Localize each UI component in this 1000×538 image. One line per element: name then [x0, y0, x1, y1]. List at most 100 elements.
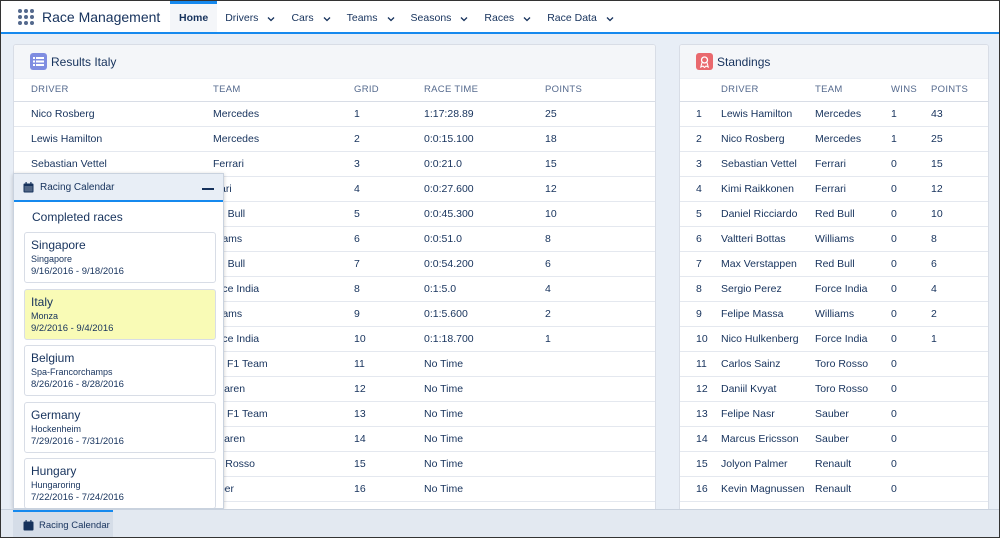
nav-tab-label: Races: [484, 12, 515, 24]
race-card[interactable]: Belgium Spa-Francorchamps 8/26/2016 - 8/28…: [24, 345, 216, 396]
results-cell: illiams: [213, 301, 354, 327]
results-cell: No Time: [424, 426, 545, 452]
results-cell: 16: [354, 476, 424, 502]
nav-tab-home[interactable]: Home: [170, 1, 218, 32]
race-name: Hungary: [31, 464, 77, 478]
standings-cell: Carlos Sainz: [721, 351, 815, 377]
results-cell: 2: [545, 301, 655, 327]
table-row[interactable]: Lewis Hamilton Mercedes 2 0:0:15.100 18: [14, 126, 655, 152]
results-cell: 18: [545, 126, 655, 152]
results-cell: 6: [354, 226, 424, 252]
results-cell: 1: [545, 326, 655, 352]
standings-title: Standings: [717, 54, 771, 69]
standings-cell: 14: [680, 426, 721, 452]
race-card[interactable]: Hungary Hungaroring 7/22/2016 - 7/24/2016: [24, 458, 216, 508]
table-row[interactable]: 13 Felipe Nasr Sauber 0: [680, 401, 988, 427]
results-cell: 2: [354, 126, 424, 152]
chevron-down-icon[interactable]: [267, 14, 275, 22]
table-row[interactable]: Nico Rosberg Mercedes 1 1:17:28.89 25: [14, 101, 655, 127]
race-name: Belgium: [31, 351, 75, 365]
results-cell: No Time: [424, 376, 545, 402]
table-row[interactable]: Sebastian Vettel Ferrari 3 0:0:21.0 15: [14, 151, 655, 177]
race-location: Singapore: [31, 254, 73, 264]
table-row[interactable]: 12 Daniil Kvyat Toro Rosso 0: [680, 376, 988, 402]
standings-cell: Williams: [815, 226, 891, 252]
table-row[interactable]: 15 Jolyon Palmer Renault 0: [680, 451, 988, 477]
chevron-down-icon[interactable]: [323, 14, 331, 22]
race-dates: 9/2/2016 - 9/4/2016: [31, 323, 114, 334]
standings-cell: 2: [931, 301, 988, 327]
results-cell: [545, 351, 655, 377]
table-row[interactable]: 10 Nico Hulkenberg Force India 0 1: [680, 326, 988, 352]
standings-cell: 0: [891, 376, 931, 402]
table-row[interactable]: 6 Valtteri Bottas Williams 0 8: [680, 226, 988, 252]
nav-tab-drivers[interactable]: Drivers: [217, 1, 283, 32]
race-card[interactable]: Italy Monza 9/2/2016 - 9/4/2016: [24, 289, 216, 340]
results-cell: as F1 Team: [213, 401, 354, 427]
results-cell: ed Bull: [213, 201, 354, 227]
results-cell: 3: [354, 151, 424, 177]
standings-cell: 0: [891, 451, 931, 477]
table-row[interactable]: 7 Max Verstappen Red Bull 0 6: [680, 251, 988, 277]
results-cell: 0:1:18.700: [424, 326, 545, 352]
standings-cell: Valtteri Bottas: [721, 226, 815, 252]
nav-tab-teams[interactable]: Teams: [339, 1, 403, 32]
standings-cell: Daniil Kvyat: [721, 376, 815, 402]
race-card[interactable]: Singapore Singapore 9/16/2016 - 9/18/2016: [24, 232, 216, 283]
standings-column-header: TEAM: [815, 79, 891, 102]
results-cell: 8: [354, 276, 424, 302]
results-cell: 14: [354, 426, 424, 452]
minimize-button[interactable]: [202, 187, 214, 190]
table-row[interactable]: 16 Kevin Magnussen Renault 0: [680, 476, 988, 502]
results-cell: No Time: [424, 476, 545, 502]
award-icon: [696, 53, 713, 70]
table-row[interactable]: 8 Sergio Perez Force India 0 4: [680, 276, 988, 302]
table-row[interactable]: 4 Kimi Raikkonen Ferrari 0 12: [680, 176, 988, 202]
results-cell: cLaren: [213, 376, 354, 402]
race-location: Spa-Francorchamps: [31, 367, 113, 377]
race-location: Hungaroring: [31, 480, 81, 490]
results-cell: 13: [354, 401, 424, 427]
standings-cell: Ferrari: [815, 151, 891, 177]
results-cell: 0:0:15.100: [424, 126, 545, 152]
standings-cell: 8: [680, 276, 721, 302]
standings-cell: Kimi Raikkonen: [721, 176, 815, 202]
chevron-down-icon[interactable]: [387, 14, 395, 22]
nav-tab-races[interactable]: Races: [476, 1, 539, 32]
app-launcher-icon[interactable]: [18, 8, 34, 25]
results-cell: Sebastian Vettel: [14, 151, 213, 177]
nav-tab-race-data[interactable]: Race Data: [539, 1, 622, 32]
table-row[interactable]: 5 Daniel Ricciardo Red Bull 0 10: [680, 201, 988, 227]
nav-tab-seasons[interactable]: Seasons: [403, 1, 477, 32]
table-row[interactable]: 3 Sebastian Vettel Ferrari 0 15: [680, 151, 988, 177]
standings-cell: Nico Rosberg: [721, 126, 815, 152]
results-cell: 7: [354, 251, 424, 277]
results-cell: illiams: [213, 226, 354, 252]
standings-cell: 15: [931, 151, 988, 177]
results-cell: rrari: [213, 176, 354, 202]
chevron-down-icon[interactable]: [606, 14, 614, 22]
table-row[interactable]: 11 Carlos Sainz Toro Rosso 0: [680, 351, 988, 377]
standings-cell: 5: [680, 201, 721, 227]
chevron-down-icon[interactable]: [460, 14, 468, 22]
chevron-down-icon[interactable]: [523, 14, 531, 22]
table-row[interactable]: 1 Lewis Hamilton Mercedes 1 43: [680, 101, 988, 127]
standings-cell: 2: [680, 126, 721, 152]
table-row[interactable]: 9 Felipe Massa Williams 0 2: [680, 301, 988, 327]
completed-races-heading: Completed races: [32, 210, 123, 224]
utility-bar: Racing Calendar: [1, 509, 999, 537]
results-cell: ed Bull: [213, 251, 354, 277]
standings-cell: Force India: [815, 276, 891, 302]
nav-tab-cars[interactable]: Cars: [283, 1, 338, 32]
race-name: Germany: [31, 408, 81, 422]
standings-cell: Williams: [815, 301, 891, 327]
race-card[interactable]: Germany Hockenheim 7/29/2016 - 7/31/2016: [24, 402, 216, 453]
results-cell: 0:0:54.200: [424, 251, 545, 277]
table-row[interactable]: 2 Nico Rosberg Mercedes 1 25: [680, 126, 988, 152]
results-cell: 9: [354, 301, 424, 327]
utility-item-racing-calendar[interactable]: Racing Calendar: [13, 510, 113, 537]
table-row[interactable]: 14 Marcus Ericsson Sauber 0: [680, 426, 988, 452]
table-row[interactable]: as F1 Team 11 No Time: [14, 351, 655, 377]
race-dates: 7/29/2016 - 7/31/2016: [31, 436, 124, 447]
